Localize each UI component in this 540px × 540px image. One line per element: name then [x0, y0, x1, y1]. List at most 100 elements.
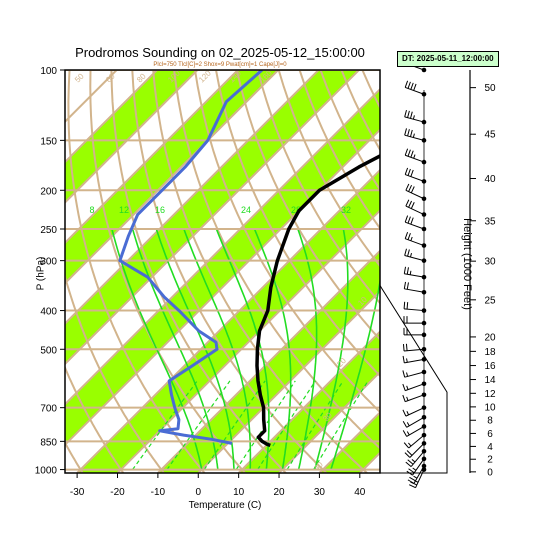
barb-staff [405, 205, 425, 215]
wind-barb [404, 248, 427, 263]
wind-barb [403, 266, 427, 280]
barb-staff [408, 434, 425, 449]
barb-half [408, 442, 412, 447]
temperature-profile [255, 154, 380, 448]
isotherm-line [65, 70, 239, 245]
dry-adiabat [425, 70, 540, 473]
barb-half [409, 253, 412, 258]
barb-half [406, 372, 409, 377]
dewpoint-profile [118, 70, 263, 445]
mixing-ratio-line [286, 380, 344, 470]
mixing-ratio-line [132, 380, 198, 470]
barb-staff [406, 426, 425, 437]
barb-staff [405, 154, 425, 163]
height-tick-label: 16 [484, 361, 496, 372]
mixing-ratio-line [166, 380, 231, 470]
isotherm-line [76, 168, 380, 473]
barb-dot [421, 424, 427, 429]
barb-staff [412, 458, 425, 476]
chart-subtitle: Plcl=750 Tlcl[C]=2 Shox=9 Pwat[cm]=1 Cap… [153, 62, 287, 68]
mixing-ratio-label: 16 [155, 205, 165, 215]
barb-dot [421, 463, 427, 469]
valid-time-badge: DT: 2025-05-11_12:00:00 [397, 51, 499, 67]
barb-flag [404, 231, 409, 239]
barb-flag [407, 81, 411, 89]
barb-dot [421, 179, 427, 184]
wind-barb [403, 327, 427, 338]
barb-half [406, 396, 409, 401]
dry-adiabat [256, 70, 380, 305]
height-tick-label: 10 [484, 402, 496, 413]
barb-flag [407, 216, 411, 224]
barb-half [406, 422, 410, 427]
barb-flag [404, 248, 407, 256]
wind-barb [404, 110, 427, 125]
barb-flag [403, 281, 407, 289]
x-axis-label: Temperature (C) [188, 500, 262, 511]
x-tick-label: -30 [70, 487, 85, 498]
height-tick-label: 25 [484, 295, 496, 306]
barb-staff [405, 189, 425, 200]
wind-barb [403, 281, 427, 295]
height-tick-label: 0 [487, 467, 493, 478]
p-tick-label: 1000 [35, 466, 58, 477]
p-tick-label: 150 [40, 136, 57, 147]
wind-barb [404, 167, 427, 184]
barb-half [409, 270, 412, 275]
barb-flag [402, 409, 407, 417]
barb-half [414, 480, 419, 483]
barb-dot [421, 432, 427, 438]
isotherm-label: -10 [387, 181, 402, 196]
barb-flag [409, 111, 413, 119]
mixing-ratio-label: 24 [241, 205, 251, 215]
wind-barb [407, 463, 427, 484]
barb-flag [402, 355, 405, 363]
barb-staff [404, 273, 425, 278]
dry-adiabat [65, 440, 84, 473]
dry-adiabat [173, 70, 380, 450]
barb-dot [421, 138, 427, 143]
barb-flag [409, 476, 416, 482]
wind-barb [402, 415, 427, 428]
moist-adiabat [155, 228, 235, 470]
isotherm-line [237, 330, 380, 473]
barb-half [413, 475, 418, 479]
barb-dot [421, 289, 427, 295]
wind-barb [402, 392, 427, 403]
wind-barb [403, 432, 427, 449]
barb-flag [413, 83, 417, 91]
height-tick-label: 6 [487, 429, 493, 440]
barb-flag [405, 183, 410, 191]
mixing-ratio-label: 28 [291, 205, 301, 215]
barb-flag [402, 421, 408, 428]
barb-dot [421, 456, 427, 462]
adiabat-label: 50 [73, 71, 86, 84]
barb-dot [421, 308, 427, 313]
wind-barb [403, 316, 427, 326]
barb-flag [410, 186, 415, 194]
wind-barb [406, 456, 427, 476]
barb-dot [421, 357, 427, 362]
moist-adiabat [297, 228, 318, 470]
barb-flag [408, 484, 416, 489]
wind-barb [402, 343, 427, 352]
barb-flag [407, 168, 411, 176]
barb-flag [404, 215, 409, 223]
isotherm-line [116, 209, 380, 473]
p-tick-label: 300 [40, 257, 57, 268]
wind-barb [404, 128, 427, 143]
barb-dot [421, 346, 427, 352]
barb-staff [404, 308, 425, 312]
moist-adiabat [183, 228, 252, 470]
height-tick-label: 2 [487, 455, 493, 466]
barb-half [413, 154, 416, 159]
adiabat-label: 60 [104, 71, 117, 84]
barb-dot [421, 196, 427, 202]
barb-dot [421, 381, 427, 387]
dry-adiabat [131, 70, 328, 473]
barb-flag [404, 128, 407, 136]
barb-flag [410, 150, 414, 158]
barb-dot [421, 212, 427, 217]
barb-flag [410, 169, 414, 177]
